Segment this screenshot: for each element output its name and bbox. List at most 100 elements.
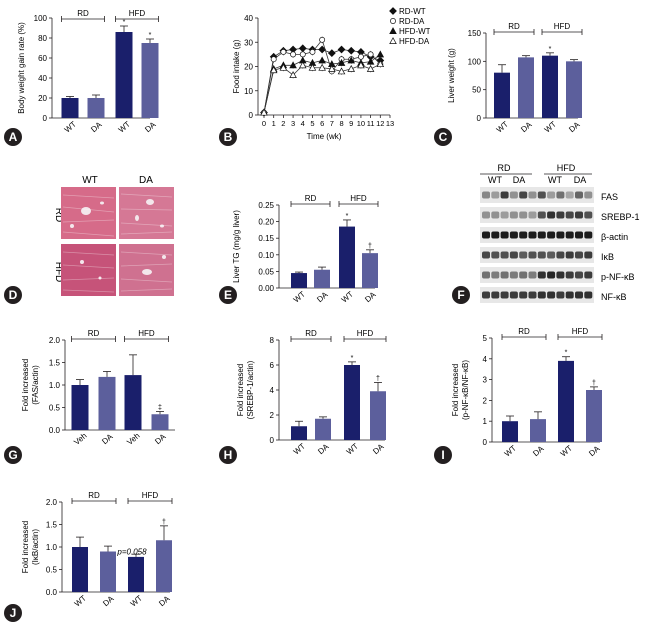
significance-mark-c: *: [549, 46, 552, 53]
group-label-g: RD: [88, 329, 100, 338]
panel-label-f: F: [452, 286, 470, 304]
x-tick-label-j: DA: [157, 594, 172, 608]
y-axis-title-g: (FAS/actin): [31, 365, 40, 405]
panel-label-e: E: [219, 286, 237, 304]
bar-g-4: [151, 414, 169, 430]
blot-band: [575, 251, 583, 259]
blot-lane-1: WT: [488, 175, 502, 185]
x-tick-label-a: WT: [117, 120, 132, 135]
legend-marker-b-3: [389, 27, 397, 34]
blot-strip: [480, 287, 594, 303]
x-tick-label-e: WT: [292, 290, 307, 305]
bar-h-2: [315, 418, 331, 440]
bar-h-3: [344, 365, 360, 440]
x-tick-label-e: DA: [315, 290, 330, 304]
histology-figure: WT DA RD HFD: [53, 175, 174, 296]
legend-label-b-4: HFD-DA: [399, 37, 430, 46]
blot-band: [509, 191, 518, 199]
y-tick-label-a: 60: [38, 54, 47, 63]
y-axis-title-i: (p-NF-κB/NF-κB): [461, 360, 470, 420]
x-tick-label-i: DA: [531, 444, 546, 458]
x-tick-label-a: DA: [89, 120, 104, 134]
blot-band: [537, 231, 546, 239]
series-point-b-2: [290, 51, 297, 58]
group-label-halo-j: HFD: [142, 491, 159, 500]
blot-label-srebp1: SREBP-1: [601, 212, 640, 222]
x-tick-label-b: 13: [386, 119, 394, 128]
panel-label-b: B: [219, 128, 237, 146]
group-label-halo-a: HFD: [129, 9, 146, 18]
blot-band: [491, 271, 500, 279]
group-label-halo-h: HFD: [357, 329, 374, 338]
x-tick-label-b: 7: [330, 119, 334, 128]
series-point-b-3: [347, 56, 356, 64]
group-label-j: HFD: [142, 491, 159, 500]
x-tick-label-g: Veh: [72, 431, 88, 447]
x-tick-label-h: DA: [371, 442, 386, 456]
series-point-b-4: [366, 65, 375, 72]
x-tick-label-c: DA: [519, 120, 534, 134]
blot-band: [482, 191, 490, 199]
bar-a-1: [61, 98, 79, 118]
group-label-a: RD: [77, 9, 89, 18]
chart-panel-j: 0.0 0.5 1.0 1.5 2.0 Fold increased (IκB/actin)…: [21, 490, 173, 609]
group-label-e: HFD: [350, 194, 367, 203]
y-tick-label-h: 0: [270, 436, 275, 445]
series-point-b-2: [357, 53, 364, 60]
blot-band: [584, 291, 593, 299]
y-tick-label-c: 100: [468, 57, 482, 66]
blot-band: [491, 251, 500, 259]
y-tick-label-a: 40: [38, 74, 47, 83]
y-tick-label-a: 80: [38, 34, 47, 43]
x-tick-label-j: DA: [101, 594, 116, 608]
blot-band: [556, 251, 565, 259]
x-tick-label-g: Veh: [125, 431, 141, 447]
y-tick-label-j: 1.5: [46, 521, 58, 530]
chart-panel-g: 0.0 0.5 1.0 1.5 2.0 Fold increased (FAS/actin)…: [21, 328, 175, 447]
blot-band: [491, 191, 500, 199]
blot-strip: [480, 267, 594, 283]
blot-band: [584, 271, 593, 279]
group-label-h: HFD: [357, 329, 374, 338]
blot-band: [575, 291, 583, 299]
blot-band: [584, 231, 593, 239]
series-point-b-1: [337, 45, 346, 54]
bar-a-2: [87, 98, 105, 118]
bar-j-1: [72, 547, 88, 592]
y-tick-label-b: 40: [244, 14, 253, 23]
y-tick-label-i: 0: [483, 438, 488, 447]
y-axis-title-c: Liver weight (g): [447, 48, 456, 103]
blot-band: [565, 191, 574, 199]
blot-band: [500, 211, 509, 219]
y-tick-label-e: 0.20: [258, 218, 274, 227]
histology-row-hfd-label: HFD: [53, 262, 64, 283]
blot-band: [528, 191, 537, 199]
blot-band: [537, 211, 546, 219]
x-tick-label-e: DA: [363, 290, 378, 304]
group-label-a: HFD: [129, 9, 146, 18]
y-axis-title-g: Fold increased: [21, 359, 30, 411]
y-tick-label-g: 2.0: [49, 336, 61, 345]
series-point-b-2: [280, 49, 287, 55]
western-blot-figure: RD HFD WT DA WT DA FAS SREBP-1 β-actin I…: [480, 163, 640, 303]
series-point-b-3: [337, 58, 346, 66]
y-tick-label-j: 0.0: [46, 588, 58, 597]
group-label-halo-i: RD: [518, 327, 530, 336]
x-tick-label-a: DA: [143, 120, 158, 134]
y-axis-title-b: Food intake (g): [232, 39, 241, 93]
group-label-halo-g: HFD: [138, 329, 155, 338]
x-axis-title-b: Time (wk): [307, 132, 342, 141]
y-axis-title-h: (SREBP-1/actin): [246, 360, 255, 419]
x-tick-label-a: WT: [63, 120, 78, 135]
legend-marker-b-4: [389, 37, 397, 44]
x-tick-label-e: WT: [340, 290, 355, 305]
y-tick-label-i: 2: [483, 396, 488, 405]
series-point-b-1: [327, 49, 336, 58]
blot-band: [537, 271, 546, 279]
x-tick-label-b: 9: [349, 119, 353, 128]
group-label-c: HFD: [554, 22, 571, 31]
bar-j-4: [156, 540, 172, 592]
blot-band: [500, 231, 509, 239]
blot-band: [584, 251, 593, 259]
significance-mark-e: *: [346, 213, 349, 220]
